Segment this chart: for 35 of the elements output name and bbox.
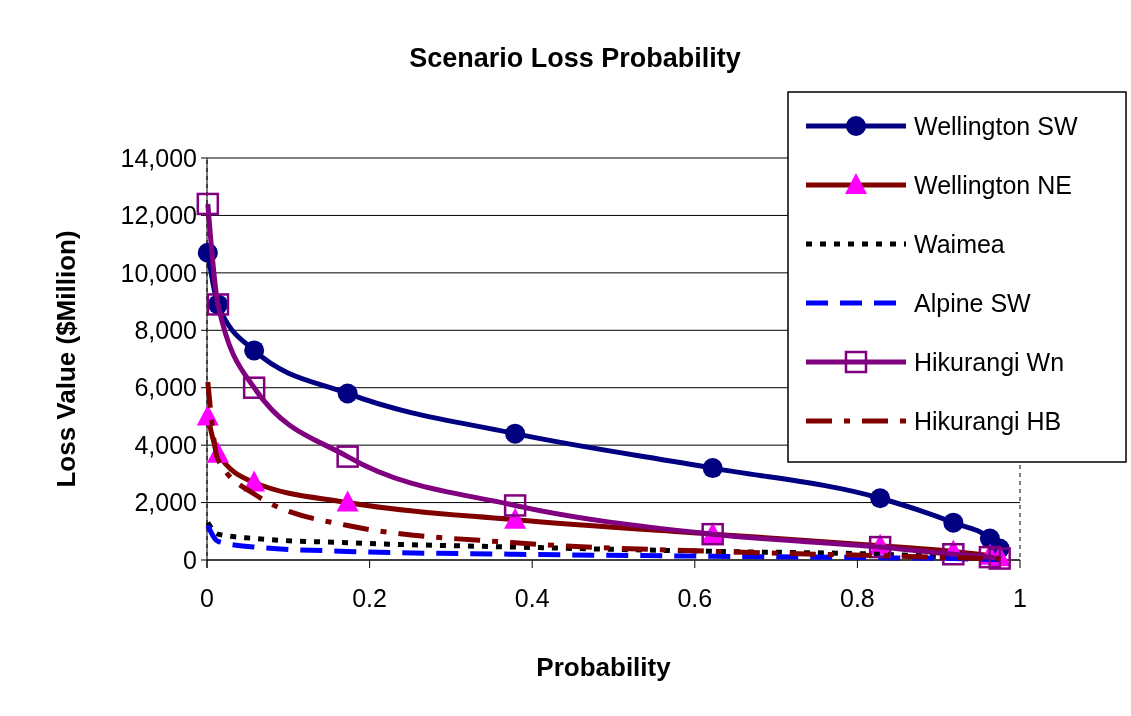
y-tick-label: 2,000 — [134, 488, 197, 517]
point — [504, 507, 527, 529]
point — [503, 494, 527, 517]
legend-label: Wellington SW — [914, 111, 1078, 140]
x-tick-label: 0.2 — [352, 584, 387, 612]
point — [336, 445, 359, 468]
x-tick-label: 0.4 — [514, 584, 550, 612]
x-tick-label: 0.8 — [840, 584, 875, 612]
point — [870, 488, 891, 509]
point — [242, 376, 266, 399]
point — [505, 423, 526, 444]
legend-label: Waimea — [914, 229, 1005, 258]
y-tick-label: 6,000 — [134, 373, 197, 402]
y-tick-label: 12,000 — [120, 201, 197, 230]
legend-label: Hikurangi HB — [914, 406, 1062, 435]
legend-label: Wellington NE — [914, 170, 1072, 199]
y-tick-label: 8,000 — [134, 316, 197, 345]
point — [244, 340, 265, 361]
point — [336, 490, 359, 512]
point — [702, 458, 723, 479]
x-tick-label: 0 — [200, 584, 214, 612]
x-tick-label: 0.6 — [677, 584, 713, 612]
x-axis-title: Probability — [536, 652, 672, 682]
y-tick-label: 10,000 — [120, 258, 197, 287]
y-tick-label: 0 — [183, 545, 197, 574]
y-tick-label: 14,000 — [120, 143, 197, 172]
x-tick-label: 1 — [1013, 584, 1027, 612]
y-axis-title: Loss Value ($Million) — [51, 230, 81, 488]
chart-title: Scenario Loss Probability — [409, 43, 741, 73]
point — [337, 383, 358, 404]
legend-label: Hikurangi Wn — [914, 347, 1065, 376]
y-tick-label: 4,000 — [134, 430, 197, 459]
legend-label: Alpine SW — [914, 288, 1032, 317]
point — [196, 192, 220, 216]
point — [943, 512, 964, 533]
